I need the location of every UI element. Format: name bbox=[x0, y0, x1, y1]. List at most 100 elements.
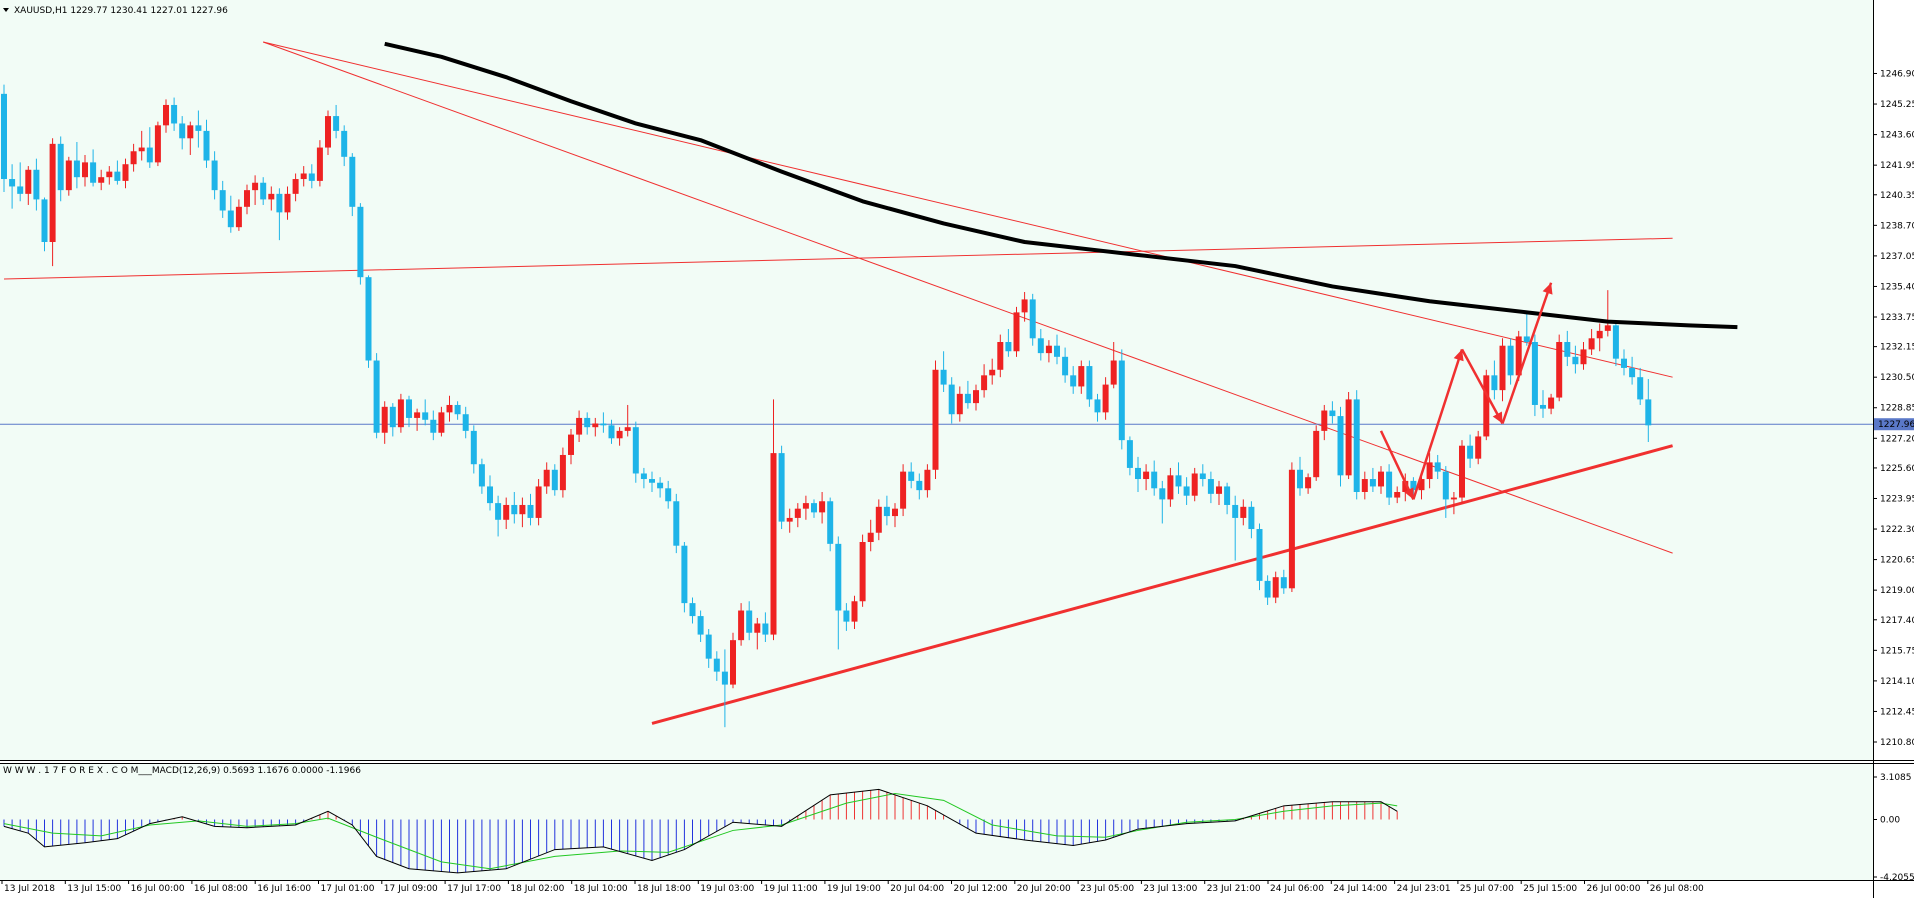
candle bbox=[49, 138, 56, 267]
candle-body bbox=[438, 412, 445, 433]
candle-body bbox=[171, 104, 178, 124]
forecast-segment bbox=[1412, 349, 1464, 500]
candle bbox=[146, 127, 153, 168]
candle-body bbox=[414, 412, 421, 418]
candle bbox=[195, 110, 202, 148]
candle-body bbox=[1224, 486, 1231, 505]
x-tick-label: 24 Jul 23:01 bbox=[1397, 884, 1451, 894]
candle bbox=[940, 351, 947, 392]
candle-body bbox=[1037, 338, 1044, 354]
candle bbox=[981, 364, 988, 398]
candle bbox=[1637, 367, 1644, 405]
candle-body bbox=[632, 427, 639, 474]
candle-body bbox=[41, 199, 48, 242]
macd-main-line bbox=[3, 788, 1398, 874]
candle bbox=[244, 184, 250, 215]
candle bbox=[422, 399, 429, 426]
candle-body bbox=[454, 404, 461, 415]
candle bbox=[1402, 473, 1409, 502]
candle-body bbox=[1523, 336, 1530, 342]
candle-body bbox=[1361, 479, 1368, 492]
candle bbox=[373, 353, 380, 439]
candle-body bbox=[98, 177, 105, 183]
candle-body bbox=[82, 162, 88, 178]
candle bbox=[1459, 440, 1465, 504]
candle-body bbox=[1394, 492, 1401, 498]
candle bbox=[1272, 571, 1279, 604]
candle-body bbox=[1070, 375, 1077, 387]
candle-body bbox=[163, 104, 169, 126]
candle-body bbox=[608, 425, 615, 439]
candle bbox=[389, 403, 396, 437]
candle bbox=[859, 534, 866, 607]
candle-body bbox=[1159, 488, 1166, 500]
candle-body bbox=[851, 601, 858, 622]
candle bbox=[681, 542, 688, 613]
candle-body bbox=[300, 173, 307, 180]
candle bbox=[511, 492, 518, 524]
y-tick-label: 1222.30 bbox=[1880, 525, 1914, 535]
candle-body bbox=[867, 532, 874, 542]
candle-body bbox=[1256, 529, 1263, 581]
candle bbox=[875, 499, 882, 541]
candle bbox=[1313, 425, 1320, 481]
candle-body bbox=[681, 545, 688, 604]
candle bbox=[1499, 338, 1506, 402]
candle bbox=[1467, 434, 1474, 468]
candle bbox=[1102, 377, 1109, 420]
candle-body bbox=[325, 116, 331, 148]
candle bbox=[632, 421, 639, 483]
candle bbox=[600, 412, 607, 433]
candle bbox=[138, 130, 145, 161]
candle bbox=[843, 603, 850, 631]
candle-body bbox=[1459, 445, 1465, 498]
candle bbox=[130, 143, 137, 172]
x-tick-label: 19 Jul 19:00 bbox=[827, 884, 881, 894]
candle bbox=[551, 464, 558, 496]
candle bbox=[187, 121, 194, 155]
candle bbox=[1361, 471, 1368, 500]
candle-body bbox=[1378, 471, 1384, 487]
candle bbox=[705, 629, 712, 668]
candle-body bbox=[1045, 345, 1052, 354]
candle-body bbox=[1556, 342, 1563, 398]
candle bbox=[1167, 467, 1174, 507]
candle-body bbox=[1353, 399, 1360, 492]
candle bbox=[1556, 334, 1563, 402]
candle bbox=[470, 425, 477, 474]
candle-body bbox=[1288, 469, 1295, 589]
candle bbox=[219, 180, 226, 218]
candle bbox=[519, 497, 526, 528]
y-tick-label: 1223.95 bbox=[1880, 494, 1914, 504]
candle-body bbox=[487, 486, 493, 504]
candle bbox=[90, 149, 97, 187]
candle-body bbox=[357, 206, 364, 278]
x-tick-label: 17 Jul 17:00 bbox=[447, 884, 501, 894]
candle bbox=[1483, 369, 1490, 441]
candle bbox=[721, 649, 728, 728]
candle-body bbox=[827, 501, 834, 544]
candle-body bbox=[1621, 358, 1627, 368]
candle-body bbox=[1426, 462, 1433, 480]
y-tick-label: 1225.60 bbox=[1880, 464, 1914, 474]
x-tick-label: 23 Jul 21:00 bbox=[1207, 884, 1261, 894]
candle-body bbox=[738, 610, 745, 641]
x-tick-label: 20 Jul 12:00 bbox=[954, 884, 1008, 894]
candle-body bbox=[1054, 345, 1060, 357]
candle bbox=[1086, 360, 1093, 407]
candle bbox=[835, 536, 842, 650]
candle bbox=[1621, 349, 1627, 376]
candle-body bbox=[114, 171, 121, 181]
candle-body bbox=[754, 623, 761, 633]
candle-body bbox=[1207, 479, 1214, 494]
candle-body bbox=[1094, 399, 1101, 413]
price-y-axis: 1246.90 1245.25 1243.60 1241.95 1240.35 1238.… bbox=[1873, 69, 1914, 748]
candle bbox=[1135, 456, 1141, 492]
candle bbox=[211, 151, 218, 200]
candle-body bbox=[1248, 506, 1255, 530]
candle-body bbox=[770, 453, 777, 635]
candle-body bbox=[478, 464, 485, 487]
candle-body bbox=[1151, 471, 1158, 489]
candle bbox=[1564, 330, 1571, 367]
